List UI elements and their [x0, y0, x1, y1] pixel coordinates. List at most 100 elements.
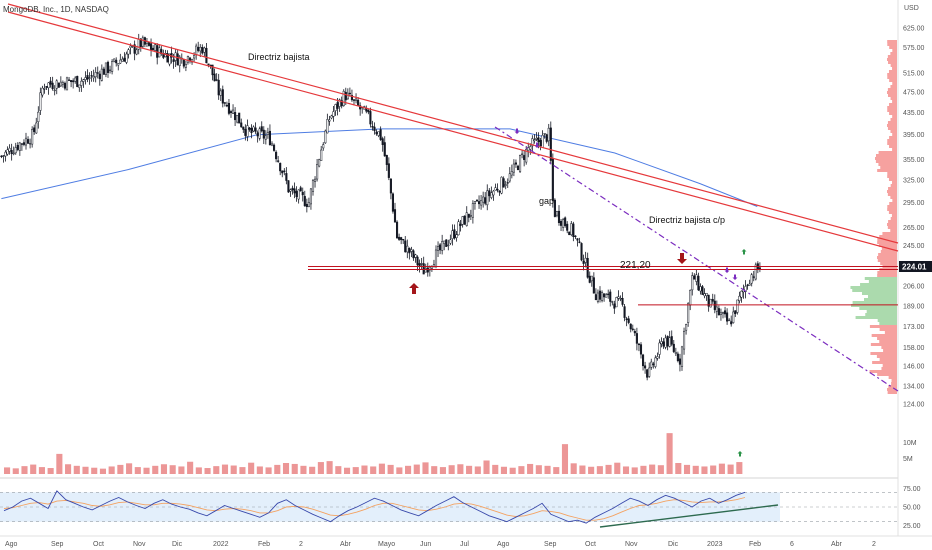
candle-body: [320, 149, 323, 161]
candle-body: [375, 131, 378, 135]
volume-bar: [527, 463, 534, 474]
candle-body: [111, 61, 114, 72]
volume-bar: [535, 465, 542, 474]
candle-body: [0, 155, 3, 158]
candle-body: [205, 47, 208, 64]
candle-body: [70, 80, 73, 83]
time-tick-label: Nov: [625, 541, 638, 548]
candle-body: [149, 43, 153, 51]
candle-body: [736, 299, 739, 313]
candle-body: [104, 62, 107, 75]
candle-body: [125, 53, 128, 63]
volume-profile-bar: [872, 361, 897, 364]
volume-bar: [666, 433, 673, 474]
volume-profile-bar: [884, 331, 897, 334]
volume-bar: [352, 467, 359, 474]
candle-body: [535, 138, 538, 140]
candle-body: [57, 82, 60, 88]
price-scale[interactable]: 625.00 575.00 515.00 475.00 435.00 395.00 355.…: [903, 26, 925, 409]
candle-body: [227, 103, 230, 114]
candle-body: [723, 310, 727, 315]
candle-body: [455, 234, 458, 238]
volume-profile-bar: [887, 208, 897, 211]
candle-body: [695, 274, 698, 282]
volume-profile-bar: [890, 52, 897, 55]
volume-profile-bar: [889, 145, 897, 148]
candle-body: [701, 286, 704, 295]
candle-body: [78, 84, 81, 88]
volume-bar: [588, 466, 595, 474]
volume-profile-bar: [870, 343, 897, 346]
candle-body: [682, 330, 686, 350]
time-axis[interactable]: Ago Sep Oct Nov Dic 2022 Feb 2 Abr Mayo Jun Jul Ago S…: [5, 541, 876, 548]
time-tick-label: Jun: [420, 541, 431, 548]
volume-bar: [640, 465, 647, 474]
candle-body: [492, 190, 495, 196]
time-tick-label: Dic: [172, 541, 183, 548]
candle-body: [621, 297, 624, 305]
candle-body: [121, 58, 124, 62]
volume-profile-bar: [889, 136, 897, 139]
volume-bar: [204, 468, 211, 474]
volume-profile-bar: [888, 220, 897, 223]
time-tick-label: 2: [872, 541, 876, 548]
volume-profile-bar: [887, 193, 897, 196]
candle-body: [67, 79, 71, 81]
time-tick-label: Feb: [749, 541, 761, 548]
candle-body: [252, 126, 255, 132]
candle-body: [98, 73, 101, 79]
candle-body: [533, 139, 536, 142]
candle-body: [402, 238, 405, 241]
price-tick-label: 295.00: [903, 200, 925, 207]
candle-body: [574, 235, 577, 237]
candle-body: [734, 310, 737, 314]
signal-arrow-icon: [732, 274, 738, 280]
candle-body: [475, 199, 479, 202]
volume-profile-bar: [887, 223, 897, 226]
time-tick-label: Mayo: [378, 541, 395, 548]
candle-body: [172, 59, 175, 62]
volume-profile-bar: [859, 307, 897, 310]
volume-profile-bar: [890, 229, 897, 232]
candle-body: [518, 155, 522, 172]
candle-body: [182, 59, 185, 67]
candle-body: [47, 82, 50, 89]
volume-profile-bar: [861, 292, 897, 295]
candle-body: [447, 244, 450, 247]
candle-body: [611, 301, 614, 303]
candle-body: [350, 95, 353, 101]
candle-body: [699, 286, 702, 292]
candle-body: [262, 129, 265, 139]
candle-body: [236, 115, 239, 123]
volume-profile-bar: [878, 244, 897, 247]
candle-body: [328, 119, 331, 122]
candle-body: [295, 191, 298, 197]
volume-profile-bar: [864, 298, 897, 301]
volume-profile-bar: [877, 373, 897, 376]
volume-profile-bar: [888, 178, 897, 181]
price-unit-label: USD: [904, 5, 919, 12]
volume-profile-bar: [887, 190, 897, 193]
time-tick-label: Sep: [544, 541, 557, 548]
candle-body: [348, 92, 351, 95]
candle-body: [631, 328, 634, 330]
volume-bar: [221, 464, 229, 474]
candle-body: [80, 80, 83, 86]
candle-body: [96, 72, 99, 74]
candle-body: [29, 143, 32, 145]
time-tick-label: Dic: [668, 541, 679, 548]
volume-bar: [710, 465, 717, 474]
volume-profile-bar: [887, 139, 897, 142]
candle-body: [740, 290, 743, 298]
candle-body: [578, 241, 581, 243]
candle-body: [514, 162, 517, 165]
candle-body: [285, 173, 288, 181]
signal-arrow-icon: [534, 142, 540, 148]
price-pane[interactable]: [0, 0, 898, 428]
volume-profile-bar: [867, 295, 897, 298]
volume-profile-bar: [879, 328, 897, 331]
volume-bar: [439, 467, 446, 474]
candle-body: [270, 143, 274, 146]
volume-bar: [187, 461, 194, 474]
